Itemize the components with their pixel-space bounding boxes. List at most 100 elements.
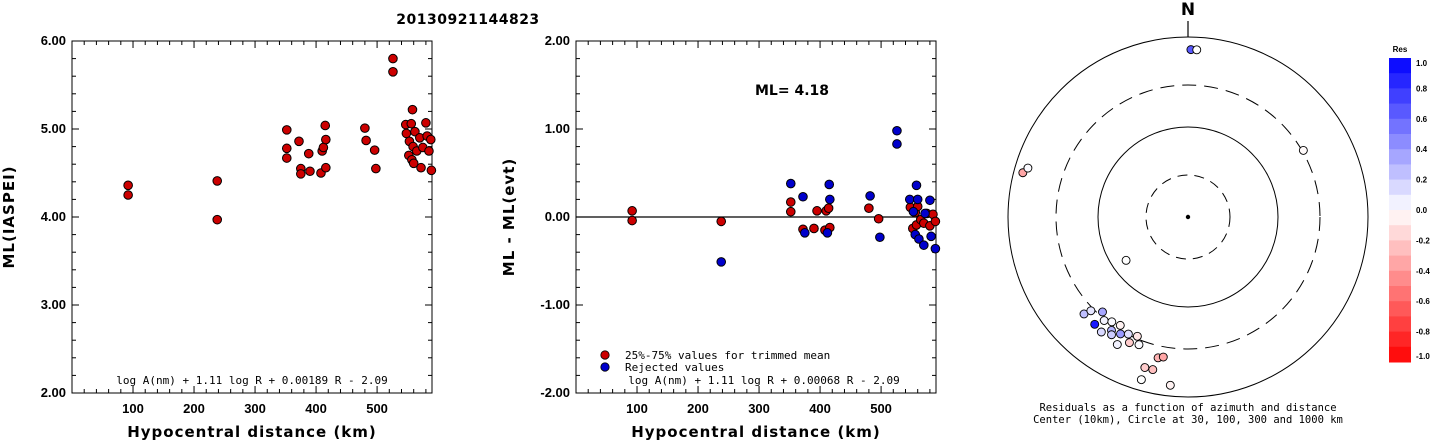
data-point — [320, 120, 331, 131]
y-tick-label: -1.00 — [540, 297, 570, 312]
center-dot — [1185, 214, 1191, 220]
x-axis-label: Hypocentral distance (km) — [127, 423, 377, 441]
data-point — [408, 158, 419, 169]
y-axis: -2.00 -1.00 0.00 1.00 2.00 — [540, 33, 936, 400]
data-point — [321, 162, 331, 173]
data-point — [824, 179, 835, 190]
station-point — [1116, 329, 1125, 339]
data-point — [407, 104, 418, 115]
y-axis-label: ML(IASPEI) — [0, 165, 18, 268]
x-tick-label: 300 — [748, 401, 770, 416]
data-point — [406, 118, 417, 129]
station-point — [1107, 330, 1116, 340]
station-point — [1023, 163, 1033, 173]
data-point — [361, 135, 371, 146]
data-point — [281, 143, 292, 154]
data-point — [716, 257, 727, 267]
data-point — [421, 118, 431, 128]
data-point — [930, 243, 941, 254]
range-circle-1000km — [1007, 36, 1369, 398]
y-tick-label: 0.00 — [545, 209, 570, 224]
data-point — [296, 169, 306, 179]
colorbar-swatch — [1389, 270, 1411, 287]
data-point — [369, 145, 380, 155]
data-points — [123, 53, 437, 225]
colorbar-swatch — [1389, 240, 1411, 257]
legend-label-rejected: Rejected values — [625, 361, 724, 374]
station-point — [1121, 255, 1131, 265]
x-tick-label: 200 — [183, 401, 205, 416]
data-point — [401, 128, 412, 139]
data-point — [716, 216, 727, 227]
colorbar-swatch — [1389, 134, 1411, 150]
data-point — [123, 190, 133, 200]
data-point — [360, 123, 370, 133]
residual-colorbar: Res 1.0 0.8 0.6 0.4 0.2 0.0 -0.2 -0.4 -0.6 -0.8 -1… — [1389, 45, 1430, 363]
colorbar-tick-label: -1.0 — [1416, 352, 1430, 361]
colorbar-tick-label: 0.4 — [1416, 145, 1428, 154]
colorbar-swatch — [1389, 88, 1411, 105]
x-tick-label: 400 — [305, 401, 327, 416]
colorbar-tick-label: 0.2 — [1416, 176, 1428, 185]
y-tick-label: 5.00 — [41, 121, 66, 136]
y-tick-label: 6.00 — [41, 33, 66, 48]
station-point — [1148, 365, 1158, 375]
data-point — [416, 162, 426, 173]
station-point — [1136, 375, 1146, 385]
data-point — [627, 215, 637, 226]
data-point — [388, 67, 398, 77]
data-point — [892, 139, 902, 149]
data-point — [388, 53, 398, 64]
polar-caption-line1: Residuals as a function of azimuth and d… — [1039, 402, 1336, 414]
station-point — [1096, 327, 1106, 337]
data-point — [800, 228, 810, 238]
data-point — [785, 197, 796, 207]
range-circle-30km — [1145, 174, 1231, 260]
station-point — [1090, 319, 1100, 329]
colorbar-swatch — [1389, 149, 1411, 165]
data-point — [930, 216, 941, 227]
range-circle-100km — [1097, 126, 1279, 308]
data-point — [281, 125, 292, 135]
data-point — [911, 180, 922, 191]
station-point — [1140, 363, 1150, 372]
data-point — [865, 191, 875, 201]
x-tick-label: 300 — [244, 401, 266, 416]
data-point — [294, 136, 304, 147]
x-axis: 100 200 300 400 500 — [587, 41, 931, 416]
station-point — [1112, 340, 1122, 349]
colorbar-swatch — [1389, 118, 1411, 135]
station-point — [1107, 317, 1117, 327]
data-point — [912, 194, 923, 205]
station-point — [1192, 45, 1202, 55]
data-point — [918, 240, 929, 250]
data-point — [785, 178, 796, 189]
data-point — [212, 214, 223, 225]
data-point — [424, 146, 434, 156]
data-point — [321, 134, 331, 145]
colorbar-swatch — [1389, 194, 1411, 211]
data-point — [426, 165, 437, 176]
azimuth-residual-plot: N Residuals as a function of azimuth and… — [1007, 0, 1369, 426]
colorbar-swatch — [1389, 301, 1411, 317]
data-point — [809, 223, 819, 234]
colorbar-swatch — [1389, 225, 1411, 241]
event-magnitude-label: ML= 4.18 — [755, 83, 829, 99]
polar-caption-line2: Center (10km), Circle at 30, 100, 300 an… — [1033, 414, 1343, 426]
colorbar-swatch — [1389, 164, 1411, 181]
y-tick-label: 1.00 — [545, 121, 570, 136]
colorbar-swatch — [1389, 331, 1411, 348]
data-point — [920, 208, 930, 219]
data-point — [908, 206, 919, 217]
data-point — [892, 125, 902, 136]
x-tick-label: 100 — [626, 401, 648, 416]
range-circle-300km — [1055, 84, 1321, 350]
colorbar-swatch — [1389, 346, 1411, 363]
data-point — [914, 234, 924, 244]
colorbar-tick-label: -0.8 — [1416, 328, 1430, 337]
station-residual-points — [1018, 45, 1308, 390]
data-point — [904, 194, 915, 205]
colorbar-swatch — [1389, 73, 1411, 89]
y-axis: 2.00 3.00 4.00 5.00 6.00 — [41, 33, 432, 400]
